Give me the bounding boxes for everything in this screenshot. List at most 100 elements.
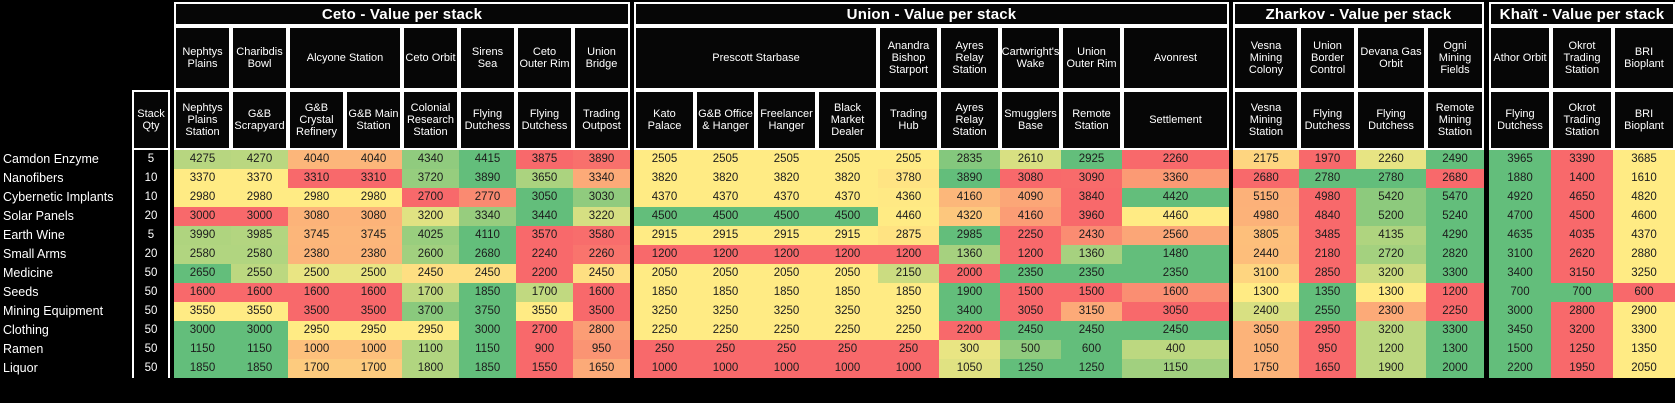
value-cell[interactable]: 2580: [174, 245, 231, 264]
value-cell[interactable]: 2000: [1426, 359, 1484, 378]
value-cell[interactable]: 2200: [939, 321, 1000, 340]
value-cell[interactable]: 3250: [634, 302, 695, 321]
value-cell[interactable]: 3400: [1489, 264, 1551, 283]
value-cell[interactable]: 4035: [1551, 226, 1613, 245]
value-cell[interactable]: 2350: [1122, 264, 1229, 283]
value-cell[interactable]: 2850: [1299, 264, 1356, 283]
value-cell[interactable]: 3370: [174, 169, 231, 188]
value-cell[interactable]: 2680: [1426, 169, 1484, 188]
value-cell[interactable]: 3500: [573, 302, 630, 321]
value-cell[interactable]: 1700: [516, 283, 573, 302]
value-cell[interactable]: 2915: [634, 226, 695, 245]
value-cell[interactable]: 1350: [1299, 283, 1356, 302]
value-cell[interactable]: 3300: [1426, 321, 1484, 340]
value-cell[interactable]: 1950: [1551, 359, 1613, 378]
value-cell[interactable]: 1300: [1356, 283, 1426, 302]
location-header[interactable]: Union Bridge: [573, 26, 630, 90]
location-header[interactable]: Ceto Orbit: [402, 26, 459, 90]
value-cell[interactable]: 2350: [1000, 264, 1061, 283]
value-cell[interactable]: 2700: [402, 188, 459, 207]
stack-qty-cell[interactable]: 50: [132, 340, 170, 359]
location-header[interactable]: Devana Gas Orbit: [1356, 26, 1426, 90]
value-cell[interactable]: 3500: [345, 302, 402, 321]
value-cell[interactable]: 2350: [1061, 264, 1122, 283]
value-cell[interactable]: 4040: [345, 150, 402, 169]
value-cell[interactable]: 1200: [878, 245, 939, 264]
value-cell[interactable]: 1200: [1356, 340, 1426, 359]
value-cell[interactable]: 3050: [1122, 302, 1229, 321]
value-cell[interactable]: 3250: [756, 302, 817, 321]
station-header[interactable]: Kato Palace: [634, 90, 695, 150]
value-cell[interactable]: 250: [634, 340, 695, 359]
value-cell[interactable]: 1250: [1551, 340, 1613, 359]
value-cell[interactable]: 1500: [1489, 340, 1551, 359]
stack-qty-cell[interactable]: 50: [132, 302, 170, 321]
value-cell[interactable]: 600: [1061, 340, 1122, 359]
value-cell[interactable]: 3250: [695, 302, 756, 321]
value-cell[interactable]: 2380: [288, 245, 345, 264]
value-cell[interactable]: 3200: [1356, 264, 1426, 283]
stack-qty-cell[interactable]: 50: [132, 321, 170, 340]
value-cell[interactable]: 1000: [695, 359, 756, 378]
value-cell[interactable]: 4500: [1551, 207, 1613, 226]
location-header[interactable]: Alcyone Station: [288, 26, 402, 90]
location-header[interactable]: Union Outer Rim: [1061, 26, 1122, 90]
stack-qty-cell[interactable]: 5: [132, 150, 170, 169]
item-name[interactable]: Earth Wine: [0, 226, 128, 245]
location-header[interactable]: Anandra Bishop Starport: [878, 26, 939, 90]
station-header[interactable]: Colonial Research Station: [402, 90, 459, 150]
value-cell[interactable]: 2300: [1356, 302, 1426, 321]
value-cell[interactable]: 4370: [695, 188, 756, 207]
value-cell[interactable]: 2700: [516, 321, 573, 340]
value-cell[interactable]: 5420: [1356, 188, 1426, 207]
value-cell[interactable]: 2915: [756, 226, 817, 245]
value-cell[interactable]: 3400: [939, 302, 1000, 321]
value-cell[interactable]: 2250: [817, 321, 878, 340]
value-cell[interactable]: 4920: [1489, 188, 1551, 207]
value-cell[interactable]: 1700: [402, 283, 459, 302]
value-cell[interactable]: 3220: [573, 207, 630, 226]
value-cell[interactable]: 4370: [756, 188, 817, 207]
value-cell[interactable]: 3485: [1299, 226, 1356, 245]
value-cell[interactable]: 2450: [1000, 321, 1061, 340]
value-cell[interactable]: 4635: [1489, 226, 1551, 245]
value-cell[interactable]: 2780: [1299, 169, 1356, 188]
value-cell[interactable]: 3985: [231, 226, 288, 245]
value-cell[interactable]: 3440: [516, 207, 573, 226]
value-cell[interactable]: 1350: [1613, 340, 1675, 359]
value-cell[interactable]: 2260: [573, 245, 630, 264]
value-cell[interactable]: 3700: [402, 302, 459, 321]
value-cell[interactable]: 1850: [878, 283, 939, 302]
value-cell[interactable]: 3250: [878, 302, 939, 321]
value-cell[interactable]: 3360: [1122, 169, 1229, 188]
value-cell[interactable]: 2250: [1000, 226, 1061, 245]
station-header[interactable]: Flying Dutchess: [1356, 90, 1426, 150]
value-cell[interactable]: 5150: [1233, 188, 1299, 207]
value-cell[interactable]: 4160: [939, 188, 1000, 207]
value-cell[interactable]: 3310: [288, 169, 345, 188]
stack-qty-cell[interactable]: 20: [132, 207, 170, 226]
value-cell[interactable]: 2720: [1356, 245, 1426, 264]
value-cell[interactable]: 1650: [573, 359, 630, 378]
value-cell[interactable]: 250: [817, 340, 878, 359]
value-cell[interactable]: 3370: [231, 169, 288, 188]
location-header[interactable]: Ayres Relay Station: [939, 26, 1000, 90]
station-header[interactable]: Smugglers Base: [1000, 90, 1061, 150]
value-cell[interactable]: 2050: [1613, 359, 1675, 378]
value-cell[interactable]: 5240: [1426, 207, 1484, 226]
value-cell[interactable]: 2950: [288, 321, 345, 340]
value-cell[interactable]: 3340: [459, 207, 516, 226]
value-cell[interactable]: 4370: [1613, 226, 1675, 245]
value-cell[interactable]: 4370: [817, 188, 878, 207]
value-cell[interactable]: 3200: [402, 207, 459, 226]
value-cell[interactable]: 1700: [288, 359, 345, 378]
value-cell[interactable]: 3100: [1233, 264, 1299, 283]
value-cell[interactable]: 1050: [939, 359, 1000, 378]
value-cell[interactable]: 1800: [402, 359, 459, 378]
stack-qty-cell[interactable]: 20: [132, 245, 170, 264]
value-cell[interactable]: 2450: [402, 264, 459, 283]
station-header[interactable]: G&B Scrapyard: [231, 90, 288, 150]
value-cell[interactable]: 3340: [573, 169, 630, 188]
value-cell[interactable]: 2820: [1426, 245, 1484, 264]
value-cell[interactable]: 3650: [516, 169, 573, 188]
